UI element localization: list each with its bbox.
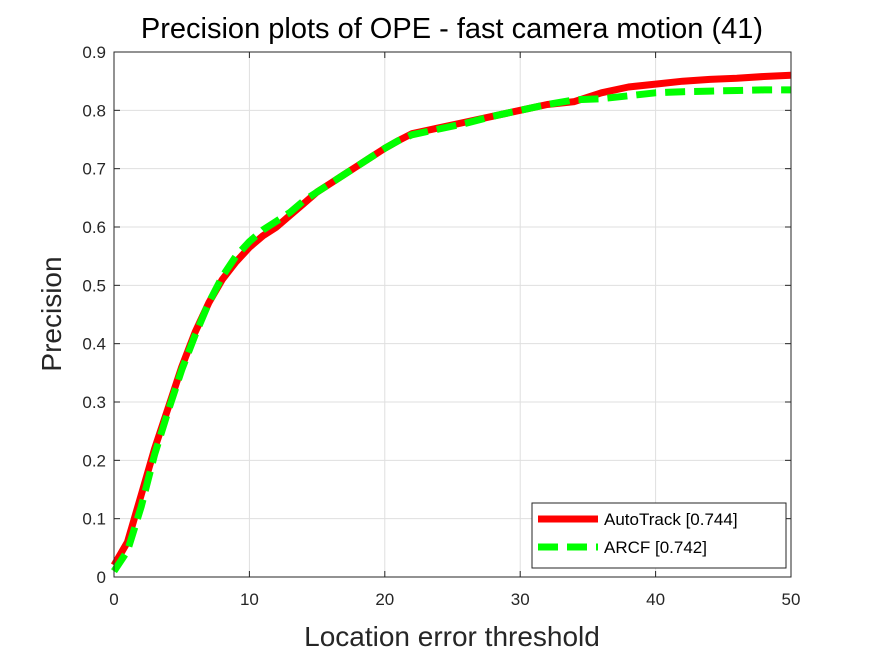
y-tick-label: 0.3 xyxy=(82,393,106,412)
y-tick-label: 0.9 xyxy=(82,43,106,62)
grid xyxy=(114,52,791,577)
series-line-arcf xyxy=(111,86,791,574)
y-tick-label: 0.7 xyxy=(82,160,106,179)
y-tick-label: 0.5 xyxy=(82,276,106,295)
x-tick-label: 0 xyxy=(109,590,118,609)
y-tick-label: 0.6 xyxy=(82,218,106,237)
series-lines xyxy=(110,71,792,574)
x-tick-label: 20 xyxy=(375,590,394,609)
y-tick-label: 0.1 xyxy=(82,510,106,529)
series-line-autotrack xyxy=(110,71,792,568)
y-tick-label: 0.8 xyxy=(82,101,106,120)
x-tick-label: 30 xyxy=(511,590,530,609)
y-tick-label: 0.2 xyxy=(82,451,106,470)
y-axis-label: Precision xyxy=(36,256,67,371)
x-tick-label: 50 xyxy=(782,590,801,609)
x-tick-label: 40 xyxy=(646,590,665,609)
x-axis-label: Location error threshold xyxy=(304,621,600,652)
legend-label-autotrack: AutoTrack [0.744] xyxy=(604,510,738,529)
chart-title: Precision plots of OPE - fast camera mot… xyxy=(141,13,763,45)
legend-box xyxy=(531,502,787,569)
legend: AutoTrack [0.744] ARCF [0.742] xyxy=(531,502,787,569)
x-tick-label: 10 xyxy=(240,590,259,609)
legend-label-arcf: ARCF [0.742] xyxy=(604,538,707,557)
y-tick-label: 0 xyxy=(97,568,106,587)
plot-area xyxy=(114,52,791,577)
axis-ticks: 0 10 20 30 40 50 0 0.1 0.2 0.3 0.4 0.5 0.6 0.7 0.8 0.9 xyxy=(82,43,800,609)
axes-box xyxy=(113,51,792,578)
y-tick-label: 0.4 xyxy=(82,335,106,354)
